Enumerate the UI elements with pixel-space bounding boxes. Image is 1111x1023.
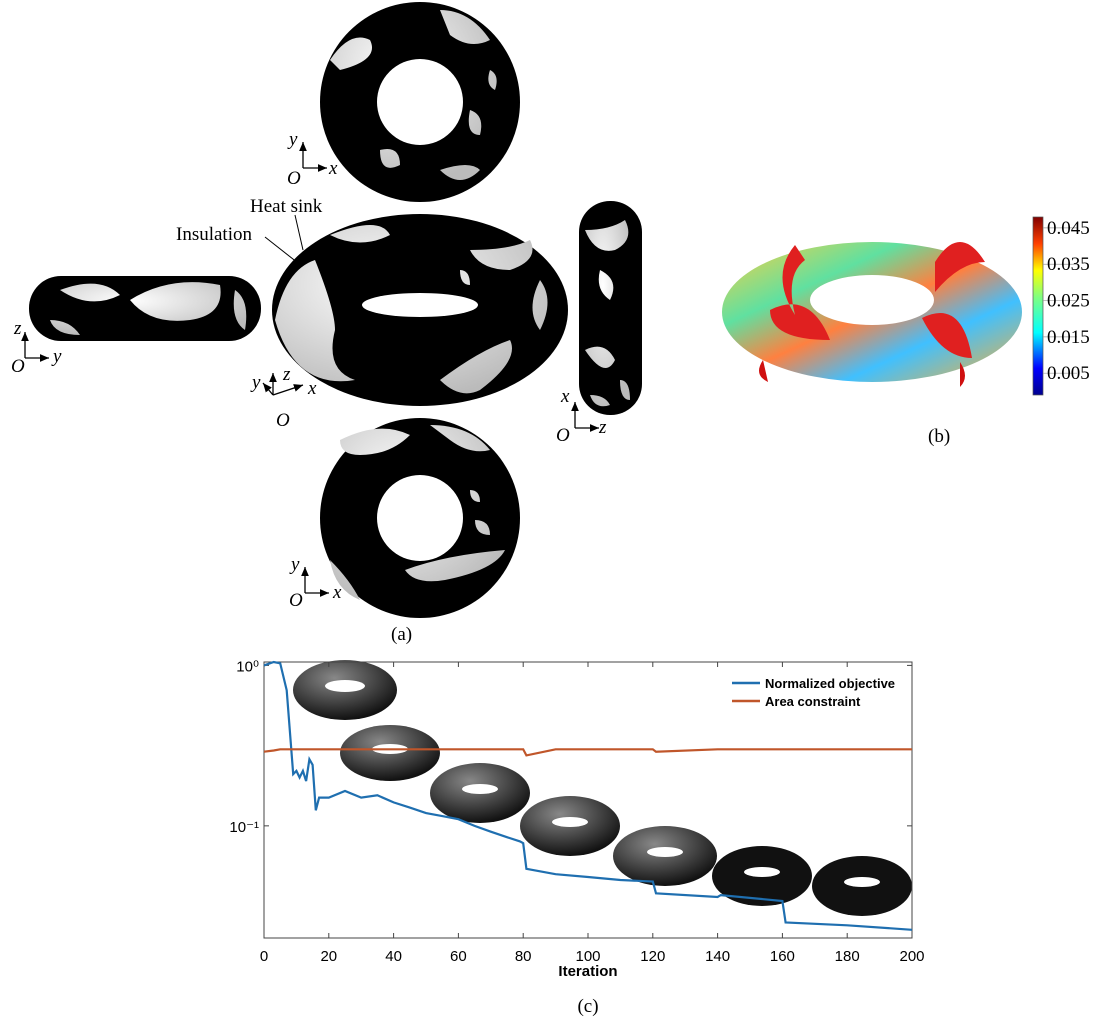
axis-letter: x: [328, 158, 338, 179]
x-tick-label: 80: [515, 948, 532, 965]
x-tick-label: 20: [320, 948, 337, 965]
y-tick-label: 10⁻¹: [229, 819, 259, 836]
legend-label: Area constraint: [765, 694, 861, 709]
panel-b-art: [722, 217, 1043, 395]
colorbar-tick-label: 0.025: [1047, 291, 1090, 312]
axis-letter: x: [307, 378, 317, 399]
x-tick-label: 180: [835, 948, 860, 965]
x-axis-label: Iteration: [558, 963, 617, 980]
axis-letter: z: [13, 318, 22, 339]
axis-letter: y: [51, 346, 62, 367]
figure: y x O z y O y z x O x z O y x O Heat sin…: [0, 0, 1111, 1023]
legend-label: Normalized objective: [765, 676, 895, 691]
axis-letter: z: [282, 364, 291, 385]
x-tick-label: 160: [770, 948, 795, 965]
caption: (b): [928, 426, 950, 447]
caption: (a): [391, 624, 412, 645]
axis-letter: O: [287, 168, 301, 189]
axis-letter: y: [250, 372, 261, 393]
axis-letter: z: [598, 417, 607, 438]
axis-letter: x: [332, 582, 342, 603]
axis-letter: O: [289, 590, 303, 611]
x-tick-label: 120: [640, 948, 665, 965]
callout: Heat sink: [250, 196, 323, 217]
colorbar-tick-label: 0.015: [1047, 327, 1090, 348]
y-tick-label: 10⁰: [236, 658, 259, 675]
axis-letter: O: [276, 410, 290, 431]
colorbar-tick-label: 0.005: [1047, 363, 1090, 384]
x-tick-label: 0: [260, 948, 268, 965]
x-tick-label: 40: [385, 948, 402, 965]
axis-letter: y: [289, 554, 300, 575]
axis-letter: x: [560, 386, 570, 407]
x-tick-label: 140: [705, 948, 730, 965]
x-tick-label: 200: [899, 948, 924, 965]
caption: (c): [577, 996, 598, 1017]
axis-letter: y: [287, 129, 298, 150]
callout: Insulation: [176, 224, 252, 245]
axis-letter: O: [11, 356, 25, 377]
panel-a-art: [25, 2, 642, 618]
x-tick-label: 100: [575, 948, 600, 965]
colorbar-tick-label: 0.045: [1047, 218, 1090, 239]
axis-letter: O: [556, 425, 570, 446]
colorbar-tick-label: 0.035: [1047, 254, 1090, 275]
x-tick-label: 60: [450, 948, 467, 965]
panel-a-labels: y x O z y O y z x O x z O y x O Heat sin…: [11, 129, 607, 645]
